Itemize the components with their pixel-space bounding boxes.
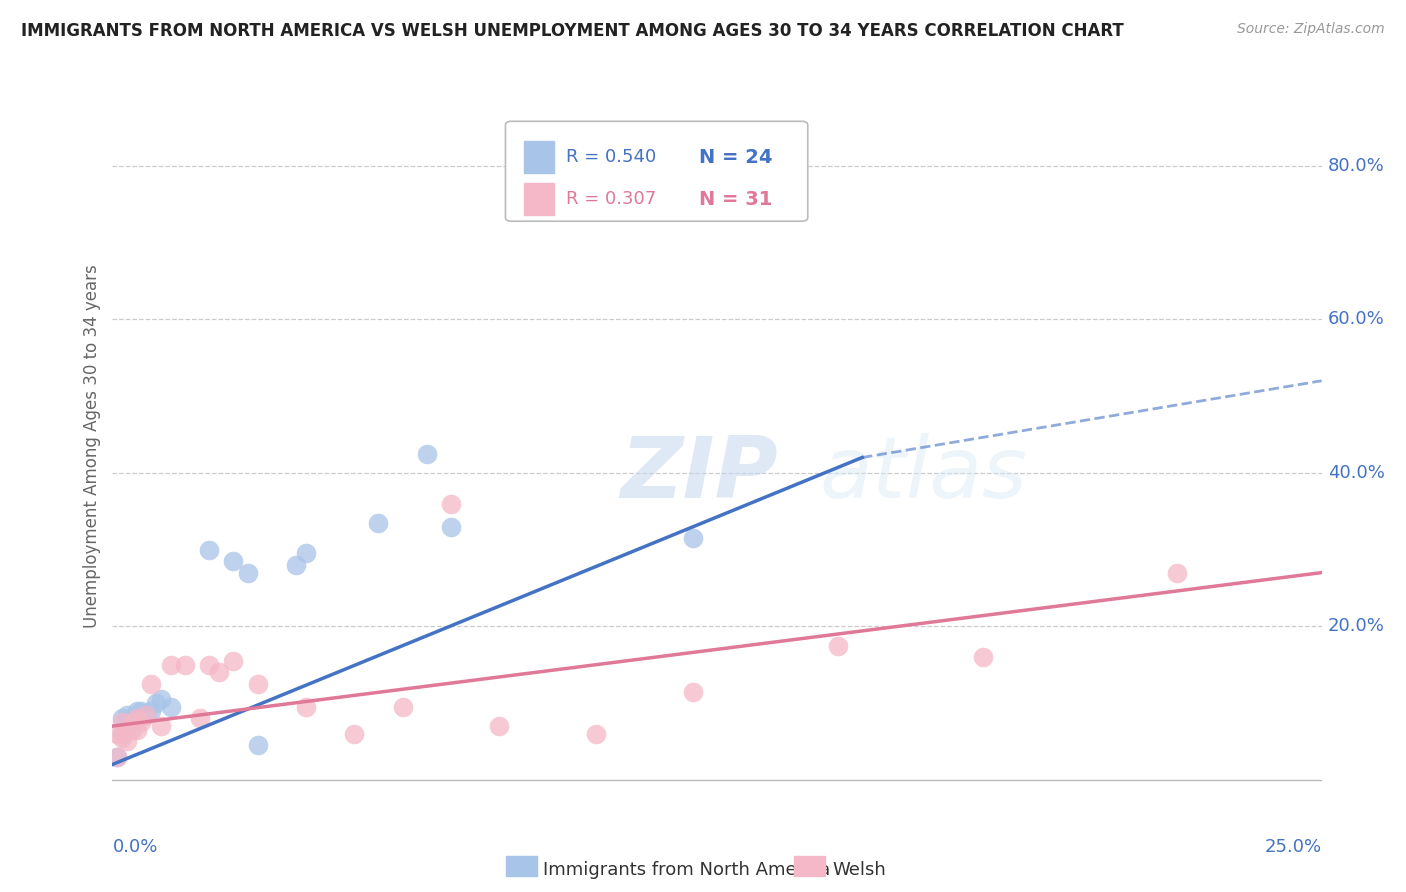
FancyBboxPatch shape: [506, 121, 807, 221]
Text: 80.0%: 80.0%: [1327, 157, 1385, 175]
Point: [149, 692, 172, 706]
Text: N = 31: N = 31: [699, 190, 772, 209]
Point: [222, 554, 245, 568]
Point: [111, 727, 134, 741]
Point: [115, 734, 138, 748]
Point: [141, 677, 163, 691]
Point: [105, 749, 128, 764]
Point: [141, 704, 163, 718]
Point: [131, 715, 153, 730]
Text: 25.0%: 25.0%: [1264, 838, 1322, 856]
Text: N = 24: N = 24: [699, 148, 772, 167]
Text: 0.0%: 0.0%: [112, 838, 157, 856]
Text: 40.0%: 40.0%: [1327, 464, 1385, 482]
Point: [827, 639, 849, 653]
Point: [208, 665, 231, 680]
Point: [105, 727, 128, 741]
Y-axis label: Unemployment Among Ages 30 to 34 years: Unemployment Among Ages 30 to 34 years: [83, 264, 101, 628]
Text: IMMIGRANTS FROM NORTH AMERICA VS WELSH UNEMPLOYMENT AMONG AGES 30 TO 34 YEARS CO: IMMIGRANTS FROM NORTH AMERICA VS WELSH U…: [21, 22, 1123, 40]
Point: [440, 497, 463, 511]
Point: [121, 715, 143, 730]
Point: [236, 566, 259, 580]
Point: [145, 696, 167, 710]
Text: Source: ZipAtlas.com: Source: ZipAtlas.com: [1237, 22, 1385, 37]
Text: R = 0.307: R = 0.307: [565, 190, 668, 208]
Point: [440, 519, 463, 533]
Point: [246, 738, 269, 752]
Point: [682, 684, 704, 698]
Text: 20.0%: 20.0%: [1327, 617, 1385, 635]
Point: [488, 719, 510, 733]
Point: [121, 715, 143, 730]
Point: [115, 719, 138, 733]
Point: [343, 727, 366, 741]
Point: [149, 719, 172, 733]
Point: [1166, 566, 1188, 580]
Point: [159, 699, 181, 714]
Point: [105, 749, 128, 764]
Point: [125, 723, 148, 737]
Text: 60.0%: 60.0%: [1327, 310, 1385, 328]
Point: [111, 711, 134, 725]
Point: [111, 715, 134, 730]
Text: ZIP: ZIP: [620, 433, 778, 516]
Point: [295, 546, 318, 560]
Point: [115, 707, 138, 722]
Point: [295, 699, 318, 714]
Text: Immigrants from North America: Immigrants from North America: [543, 861, 830, 879]
Point: [198, 542, 221, 557]
Point: [246, 677, 269, 691]
Text: R = 0.540: R = 0.540: [565, 148, 668, 166]
Text: atlas: atlas: [820, 433, 1028, 516]
Point: [367, 516, 389, 530]
Point: [285, 558, 308, 572]
Point: [174, 657, 197, 672]
Point: [222, 654, 245, 668]
Point: [972, 650, 994, 665]
Point: [391, 699, 413, 714]
Bar: [523, 183, 554, 215]
Point: [682, 531, 704, 545]
Point: [135, 707, 157, 722]
Point: [585, 727, 607, 741]
Point: [135, 707, 157, 722]
Point: [188, 711, 211, 725]
Point: [121, 723, 143, 737]
Point: [198, 657, 221, 672]
Text: Welsh: Welsh: [832, 861, 886, 879]
Point: [111, 731, 134, 745]
Point: [115, 723, 138, 737]
Point: [125, 704, 148, 718]
Bar: [523, 141, 554, 173]
Point: [416, 447, 439, 461]
Point: [125, 711, 148, 725]
Point: [125, 711, 148, 725]
Point: [159, 657, 181, 672]
Point: [131, 704, 153, 718]
